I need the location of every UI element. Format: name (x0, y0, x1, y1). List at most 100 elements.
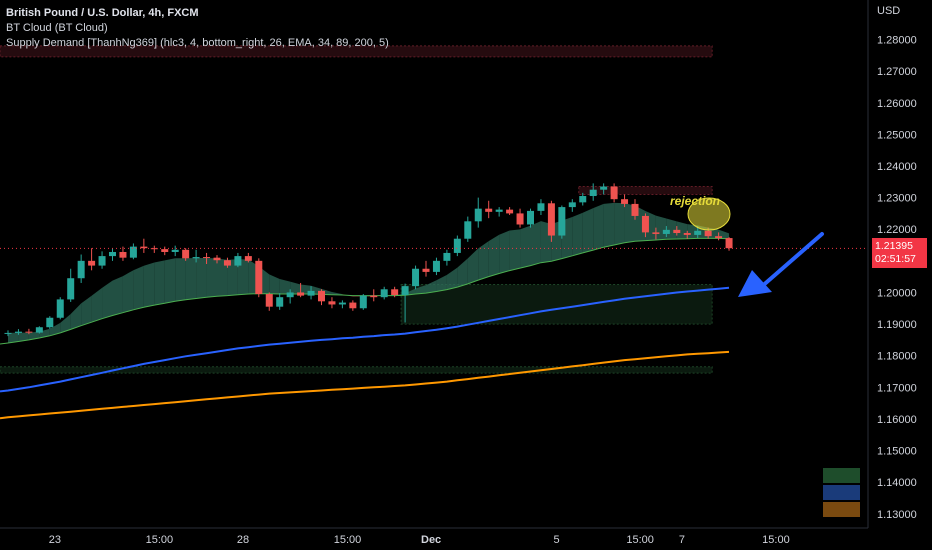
candle-body (119, 251, 127, 258)
candle (412, 265, 420, 290)
candle (631, 199, 639, 220)
price-tick-label: 1.13000 (877, 509, 917, 521)
legend-swatch (823, 502, 860, 517)
cloud-segment (81, 295, 92, 326)
cloud-segment (426, 280, 437, 294)
price-tick-label: 1.22000 (877, 224, 917, 236)
price-axis-bg[interactable] (868, 0, 932, 550)
candle (527, 208, 534, 228)
candle (558, 205, 566, 239)
time-tick-label: 23 (49, 534, 61, 546)
candle (537, 199, 545, 215)
cloud-segment (122, 270, 134, 313)
candle (600, 183, 608, 195)
candle-body (673, 229, 681, 234)
candle (359, 294, 367, 310)
price-tick-label: 1.25000 (877, 129, 917, 141)
candle-body (506, 209, 514, 214)
price-tick-label: 1.24000 (877, 161, 917, 173)
cloud-segment (70, 303, 82, 330)
candle-body (464, 221, 472, 239)
cloud-segment (227, 259, 238, 296)
candle (662, 226, 670, 238)
candle-body (338, 302, 346, 305)
candle-body (662, 229, 670, 234)
price-axis: 1.28000 1.27000 1.26000 1.25000 1.24000 1.230… (877, 35, 917, 521)
rejection-circle (687, 197, 731, 231)
cloud-segment (520, 225, 531, 269)
candle (234, 252, 242, 268)
candle (213, 255, 221, 264)
cloud-segment (18, 332, 29, 342)
candle (725, 237, 733, 251)
candle-body (88, 260, 96, 266)
candle (255, 258, 263, 298)
candle-body (265, 294, 273, 307)
candle (14, 329, 22, 335)
candle-body (14, 331, 22, 333)
cloud-segment (572, 212, 583, 256)
candle (673, 226, 681, 236)
candle (297, 282, 305, 298)
cloud-segment (415, 285, 426, 295)
cloud-segment (331, 291, 343, 295)
cloud-segment (49, 322, 61, 336)
candle-body (25, 331, 33, 333)
candle-body (495, 209, 503, 212)
candle (244, 252, 252, 263)
candle (380, 286, 388, 300)
cloud-segment (279, 278, 291, 295)
legend-swatches (823, 468, 860, 517)
indicator-supply-demand[interactable]: Supply Demand [ThanhNg369] (hlc3, 4, bot… (6, 37, 389, 49)
price-tick-label: 1.14000 (877, 477, 917, 489)
candle-body (98, 256, 106, 266)
cloud-segment (102, 280, 113, 319)
annotation-layer (687, 197, 824, 297)
candle-body (485, 208, 493, 212)
candle-body (349, 302, 357, 309)
symbol-title[interactable]: British Pound / U.S. Dollar, 4h, FXCM (6, 7, 199, 19)
candle (223, 257, 231, 268)
ema-layer (0, 237, 730, 420)
zone-supply-recent (578, 186, 713, 195)
candle (98, 251, 106, 269)
candle-body (203, 257, 211, 259)
currency-label: USD (877, 5, 900, 17)
price-tick-label: 1.27000 (877, 66, 917, 78)
candle-body (527, 210, 534, 225)
candle-body (537, 203, 545, 211)
candle-body (725, 238, 733, 249)
cloud-segment (185, 258, 197, 300)
candle (119, 246, 127, 261)
indicator-bt-cloud[interactable]: BT Cloud (BT Cloud) (6, 22, 108, 34)
candle (516, 208, 524, 228)
candle-body (401, 286, 409, 295)
candle (715, 232, 723, 241)
candle-body (161, 249, 169, 252)
candle (641, 213, 649, 238)
arrow-head (738, 270, 772, 297)
candle (77, 254, 85, 283)
candle-body (35, 327, 43, 333)
cloud-segment (217, 258, 228, 297)
candle-body (380, 289, 388, 298)
candle-body (715, 236, 723, 239)
cloud-segment (175, 258, 186, 302)
candle (171, 245, 179, 257)
cloud-segment (655, 215, 667, 240)
candle-body (67, 278, 75, 300)
candle (485, 200, 493, 219)
candle-body (359, 295, 367, 309)
candle-body (276, 297, 284, 307)
candle-body (46, 317, 54, 328)
ema89-line (0, 286, 730, 393)
candle (56, 297, 64, 320)
candle (432, 257, 440, 276)
candle-body (223, 260, 231, 266)
candle-body (286, 292, 294, 298)
candle-body (77, 260, 85, 279)
cloud-segment (154, 260, 165, 306)
candle (495, 207, 503, 217)
